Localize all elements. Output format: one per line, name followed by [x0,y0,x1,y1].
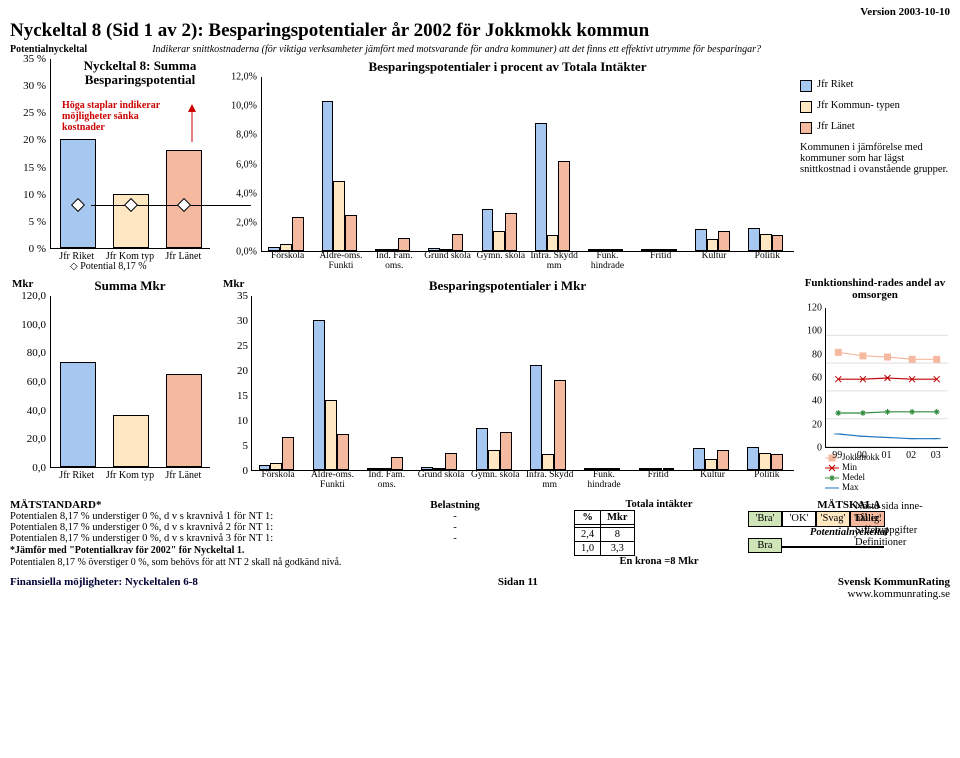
bar [500,432,512,470]
bot-note2: Potentialen 8,17 % överstiger 0 %, som b… [10,557,570,568]
category-label: Politik [740,471,794,481]
bar [505,213,517,251]
midfoot: En krona =8 Mkr [574,556,744,567]
bar [554,380,566,470]
bar [530,365,542,470]
category-label: Fritid [634,252,687,262]
category-label: Infra. Skydd mm [528,252,581,271]
bar [707,239,719,251]
bar [542,454,554,470]
bar [760,234,772,252]
totala-intakter-block: Totala intäkter %Mkr2,481,03,3 En krona … [574,499,744,567]
midheader: Totala intäkter [574,499,744,510]
panel-summa-mkr: Mkr Summa Mkr 0,020,040,060,080,0100,012… [10,278,215,493]
bar [325,400,337,470]
category-label: Grund skola [421,252,474,262]
bar [282,437,294,471]
panel5-title: Funktionshind-rades andel av omsorgen [800,278,950,301]
bar [391,457,403,470]
category-label: Politik [741,252,794,262]
matstandard-block: MÄTSTANDARD*Belastning Potentialen 8,17 … [10,499,570,568]
category-label: Grund skola [414,471,468,481]
footer-center: Sidan 11 [498,576,538,600]
panel-summa-potential: Nyckeltal 8: Summa Besparingspotential H… [10,59,215,274]
bar [705,459,717,471]
legend-label: Jfr Riket [817,79,853,91]
bar [337,434,349,471]
category-label: Förskola [251,471,305,481]
next-page-box: Nästa sida inne- håller: Sifferuppgifter… [855,501,950,549]
row-2: Mkr Summa Mkr 0,020,040,060,080,0100,012… [10,278,950,493]
bar [452,234,464,252]
bot-note1: *Jämför med "Potentialkrav för 2002" för… [10,545,244,556]
belastning-label: Belastning [340,499,570,511]
sublead-text: Indikerar snittkostnaderna (för viktiga … [152,44,761,55]
category-label: Gymn. skola [474,252,527,262]
category-label: Infra. Skydd mm [523,471,577,490]
bar [558,161,570,251]
bar [695,229,707,251]
category-label: Äldre-oms. Funkti [314,252,367,271]
bar [270,463,282,471]
bar [398,238,410,251]
panel2-title: Besparingspotentialer i procent av Total… [221,59,794,75]
row-1: Nyckeltal 8: Summa Besparingspotential H… [10,59,950,274]
bar [488,450,500,471]
bar [747,447,759,471]
panel3-title: Summa Mkr [70,278,190,294]
legend-note: Kommunen i jämförelse med kommuner som h… [800,142,950,175]
panel-percent-chart: Besparingspotentialer i procent av Total… [221,59,794,274]
bar [693,448,705,470]
version-label: Version 2003-10-10 [10,6,950,18]
bar [476,428,488,471]
category-label: Funk. hindrade [577,471,631,490]
bar [535,123,547,251]
bar [333,181,345,251]
footer-left: Finansiella möjligheter: Nyckeltalen 6-8 [10,576,198,600]
category-label: Fritid [631,471,685,481]
panel4-title: Besparingspotentialer i Mkr [221,278,794,294]
bar [748,228,760,251]
category-label: Gymn. skola [468,471,522,481]
bar [717,450,729,471]
legend-label: Jfr Kommun- typen [817,100,900,112]
legend-panel: Jfr Riket Jfr Kommun- typen Jfr Länet Komm… [800,59,950,274]
bar [60,139,96,248]
legend-swatch [800,101,812,113]
bar [718,231,730,251]
category-label: Ind. Fam. oms. [368,252,421,271]
bar [313,320,325,470]
bottom-section: MÄTSTANDARD*Belastning Potentialen 8,17 … [10,499,950,568]
bar [493,231,505,251]
category-label: Äldre-oms. Funkti [305,471,359,490]
category-label: Kultur [687,252,740,262]
bar [345,215,357,251]
sublead: Potentialnyckeltal Indikerar snittkostna… [10,44,950,55]
sublead-label: Potentialnyckeltal [10,44,87,55]
bar [771,454,783,470]
bar [280,244,292,251]
category-label: Funk. hindrade [581,252,634,271]
bar [482,209,494,251]
page-footer: Finansiella möjligheter: Nyckeltalen 6-8… [10,576,950,600]
legend-swatch [800,122,812,134]
footer-right: Svensk KommunRatingwww.kommunrating.se [838,576,950,600]
category-label: Förskola [261,252,314,262]
bar [322,101,334,251]
bar [759,453,771,471]
panel-mkr-chart: Mkr Besparingspotentialer i Mkr 05101520… [221,278,794,493]
category-label: Ind. Fam. oms. [360,471,414,490]
category-label: Kultur [685,471,739,481]
bar [547,235,559,251]
page-title: Nyckeltal 8 (Sid 1 av 2): Besparingspote… [10,20,950,42]
bar [445,453,457,471]
panel-funktionshind: Funktionshind-rades andel av omsorgen 02… [800,278,950,493]
legend-label: Jfr Länet [817,121,855,133]
legend-swatch [800,80,812,92]
bar [772,235,784,251]
bar [292,217,304,251]
panel3-mkr-label: Mkr [12,278,33,290]
matstandard-label: MÄTSTANDARD* [10,499,340,511]
